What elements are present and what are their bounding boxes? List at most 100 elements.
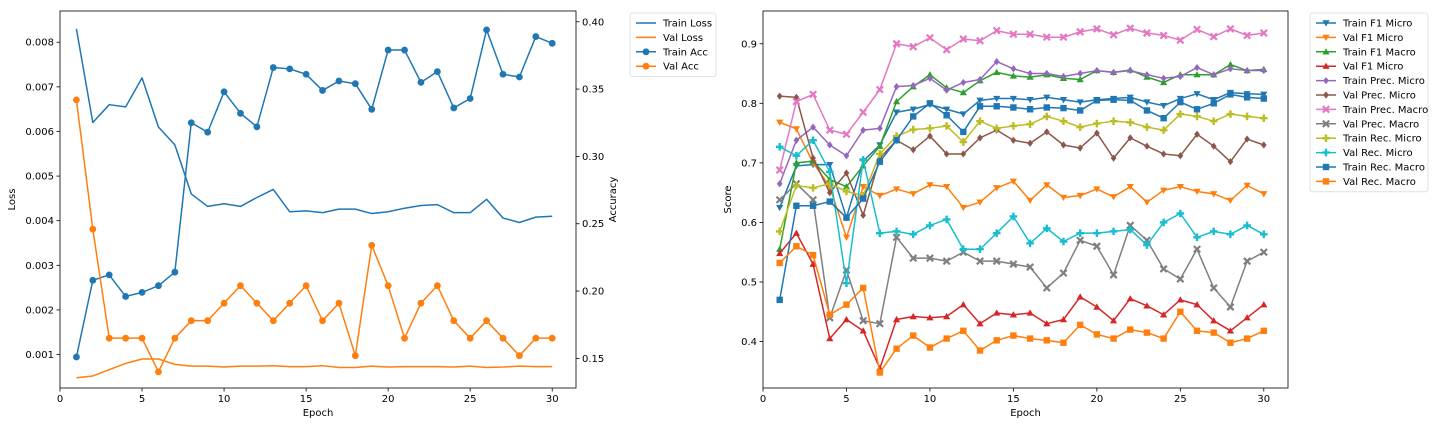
data-point	[1193, 233, 1201, 242]
data-point	[942, 215, 951, 224]
series-4	[776, 229, 1268, 372]
data-point	[977, 134, 983, 142]
data-point	[1226, 303, 1235, 311]
data-point	[925, 33, 934, 42]
data-point	[1160, 311, 1168, 318]
data-point	[89, 225, 97, 233]
data-point	[1076, 123, 1084, 131]
data-point	[1043, 337, 1050, 344]
data-point	[1226, 61, 1235, 68]
data-point	[1110, 154, 1117, 162]
data-point	[1176, 275, 1185, 283]
y-axis-label: Score	[723, 185, 734, 213]
data-point	[1093, 66, 1100, 75]
data-point	[843, 169, 850, 177]
y-tick-label: 0.004	[25, 216, 54, 227]
data-point	[876, 229, 884, 237]
data-point	[1009, 122, 1018, 130]
data-point	[775, 195, 784, 204]
data-point	[892, 186, 901, 193]
data-point	[1109, 317, 1118, 324]
data-point	[992, 229, 1001, 237]
data-point	[826, 161, 834, 169]
data-point	[977, 75, 983, 84]
data-point	[859, 108, 868, 117]
data-point	[1159, 126, 1168, 134]
series-2	[76, 358, 553, 379]
data-point	[433, 282, 441, 290]
data-point	[1027, 139, 1033, 147]
data-point	[793, 136, 800, 144]
legend-label: Val F1 Micro	[1343, 62, 1403, 73]
data-point	[792, 151, 801, 160]
series-1	[75, 28, 553, 224]
data-point	[1159, 31, 1168, 40]
data-point	[960, 150, 967, 158]
legend-marker	[1322, 20, 1330, 27]
legend-marker	[1322, 62, 1330, 69]
data-point	[842, 130, 851, 139]
data-point	[826, 311, 833, 318]
data-point	[843, 152, 850, 160]
data-point	[1042, 283, 1051, 292]
legend-entry: Val Acc	[636, 62, 699, 73]
data-point	[1076, 321, 1084, 329]
legend-label: Train F1 Micro	[1342, 19, 1412, 30]
legend-entry: Val Rec. Macro	[1316, 177, 1416, 188]
data-point	[1210, 100, 1217, 107]
data-point	[1209, 117, 1218, 125]
y-axis-label: Loss	[7, 189, 18, 211]
data-point	[1009, 212, 1018, 221]
legend-entry: Train F1 Macro	[1316, 47, 1416, 58]
data-point	[1076, 27, 1085, 36]
data-point	[842, 279, 851, 287]
data-point	[401, 46, 408, 54]
data-point	[826, 334, 834, 342]
data-point	[1227, 158, 1234, 166]
data-point	[1244, 66, 1250, 75]
y-tick-label: 0.6	[741, 218, 757, 229]
data-point	[335, 299, 343, 307]
data-point	[959, 245, 968, 254]
legend-marker	[1322, 34, 1330, 41]
data-point	[1076, 236, 1085, 245]
data-point	[1160, 115, 1167, 122]
y-tick-label: 0.002	[25, 305, 54, 316]
data-point	[1243, 182, 1251, 190]
series-3	[73, 26, 556, 361]
data-point	[384, 46, 392, 54]
data-point	[959, 111, 967, 118]
data-point	[1210, 142, 1217, 150]
data-point	[826, 198, 833, 205]
data-point	[909, 191, 917, 198]
data-point	[171, 334, 179, 342]
data-point	[1043, 320, 1051, 327]
data-point	[1026, 106, 1034, 113]
data-point	[1109, 270, 1118, 279]
data-point	[909, 106, 917, 113]
data-point	[1193, 106, 1201, 113]
data-point	[1059, 117, 1068, 125]
data-point	[892, 227, 901, 236]
data-point	[976, 257, 984, 266]
data-point	[1143, 199, 1151, 206]
series-7	[775, 24, 1268, 174]
data-point	[1142, 29, 1151, 38]
data-point	[548, 334, 556, 342]
legend-label: Val Acc	[663, 62, 699, 73]
data-point	[792, 159, 800, 166]
data-point	[1226, 110, 1235, 118]
data-point	[793, 243, 800, 250]
legend-label: Val Rec. Macro	[1343, 177, 1416, 188]
data-point	[187, 119, 195, 127]
data-point	[1243, 335, 1251, 342]
data-point	[515, 73, 523, 81]
legend-label: Train F1 Macro	[1342, 47, 1416, 58]
legend-entry: Train Rec. Macro	[1316, 163, 1425, 174]
y-tick-label: 0.8	[741, 99, 757, 110]
data-point	[466, 95, 474, 102]
plot-area	[73, 26, 556, 379]
data-point	[876, 158, 884, 165]
chart-1: 0 5 10 15 20 25 30 0.001 0.002 0.003 0.004 0.005 0.0…	[7, 10, 717, 419]
data-point	[1026, 335, 1034, 342]
